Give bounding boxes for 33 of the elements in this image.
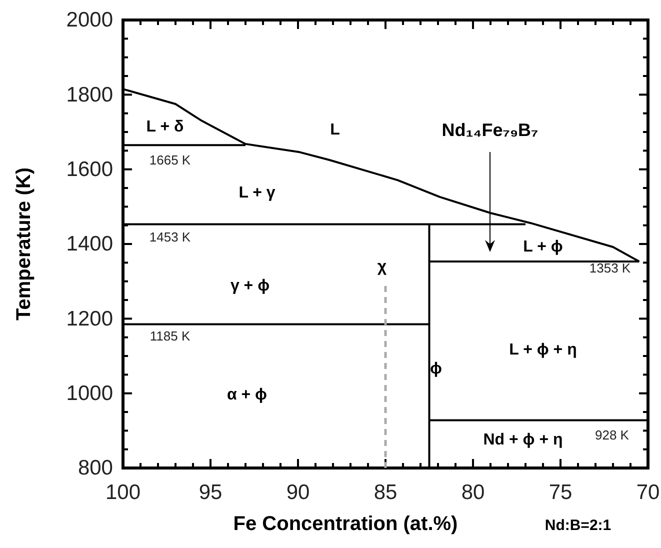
annotation: Nd + ϕ + η (483, 432, 563, 448)
annotation: Nd₁₄Fe₇₉B₇ (442, 120, 538, 140)
annotation: L + γ (238, 184, 276, 202)
y-tick-label: 800 (78, 456, 113, 480)
x-tick-label: 70 (636, 480, 660, 504)
annotation: χ (377, 258, 388, 276)
x-tick-label: 100 (105, 480, 141, 504)
annotation: ϕ (430, 360, 442, 378)
x-axis-title: Fe Concentration (at.%) (233, 513, 458, 535)
y-tick-label: 1000 (66, 382, 113, 406)
annotation: 1665 K (149, 152, 191, 168)
x-tick-label: 90 (286, 480, 310, 504)
x-tick-label: 85 (374, 480, 398, 504)
y-axis-title: Temperature (K) (13, 168, 35, 320)
y-tick-label: 1600 (66, 158, 113, 182)
annotation: L + δ (146, 118, 184, 136)
y-tick-label: 1200 (66, 307, 113, 330)
x-tick-label: 80 (461, 480, 485, 504)
annotation: γ + ϕ (230, 278, 270, 294)
annotation: L (330, 122, 340, 138)
annotation: 928 K (595, 428, 630, 442)
x-tick-label: 95 (198, 480, 222, 504)
annotation: L + ϕ (523, 238, 563, 256)
y-tick-label: 2000 (66, 8, 113, 32)
y-tick-label: 1800 (66, 83, 113, 106)
annotation: L + ϕ + η (509, 342, 577, 358)
annotation: 1353 K (589, 260, 631, 276)
text: Nd:B=2:1 (544, 517, 612, 534)
annotation: 1453 K (149, 230, 191, 244)
annotation: α + ϕ (226, 386, 268, 404)
annotation: 1185 K (150, 328, 190, 344)
y-tick-label: 1400 (66, 232, 113, 256)
x-tick-label: 75 (548, 480, 572, 504)
